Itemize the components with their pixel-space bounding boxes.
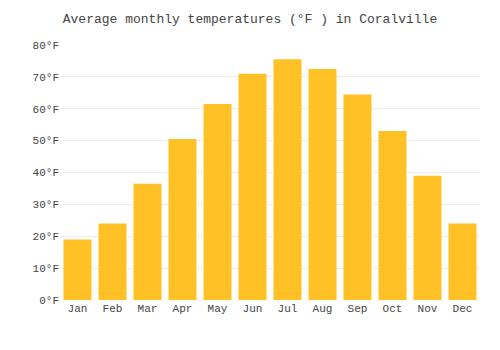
svg-text:Oct: Oct: [383, 303, 403, 315]
svg-text:Jan: Jan: [68, 303, 88, 315]
svg-text:Average monthly temperatures (: Average monthly temperatures (°F ) in Co…: [63, 12, 437, 27]
svg-text:Jul: Jul: [278, 303, 298, 315]
svg-text:0°F: 0°F: [39, 295, 59, 307]
svg-text:20°F: 20°F: [33, 231, 59, 243]
svg-text:10°F: 10°F: [33, 263, 59, 275]
svg-text:40°F: 40°F: [33, 167, 59, 179]
svg-text:May: May: [208, 303, 228, 315]
svg-text:Mar: Mar: [138, 303, 158, 315]
svg-text:80°F: 80°F: [33, 40, 59, 52]
svg-text:Apr: Apr: [173, 303, 193, 315]
svg-text:Nov: Nov: [418, 303, 438, 315]
svg-text:60°F: 60°F: [33, 104, 59, 116]
svg-text:Jun: Jun: [243, 303, 263, 315]
svg-text:30°F: 30°F: [33, 199, 59, 211]
svg-text:50°F: 50°F: [33, 135, 59, 147]
svg-text:Dec: Dec: [453, 303, 473, 315]
svg-text:Sep: Sep: [348, 303, 368, 315]
svg-text:Aug: Aug: [313, 303, 333, 315]
svg-text:70°F: 70°F: [33, 72, 59, 84]
svg-text:Feb: Feb: [103, 303, 123, 315]
